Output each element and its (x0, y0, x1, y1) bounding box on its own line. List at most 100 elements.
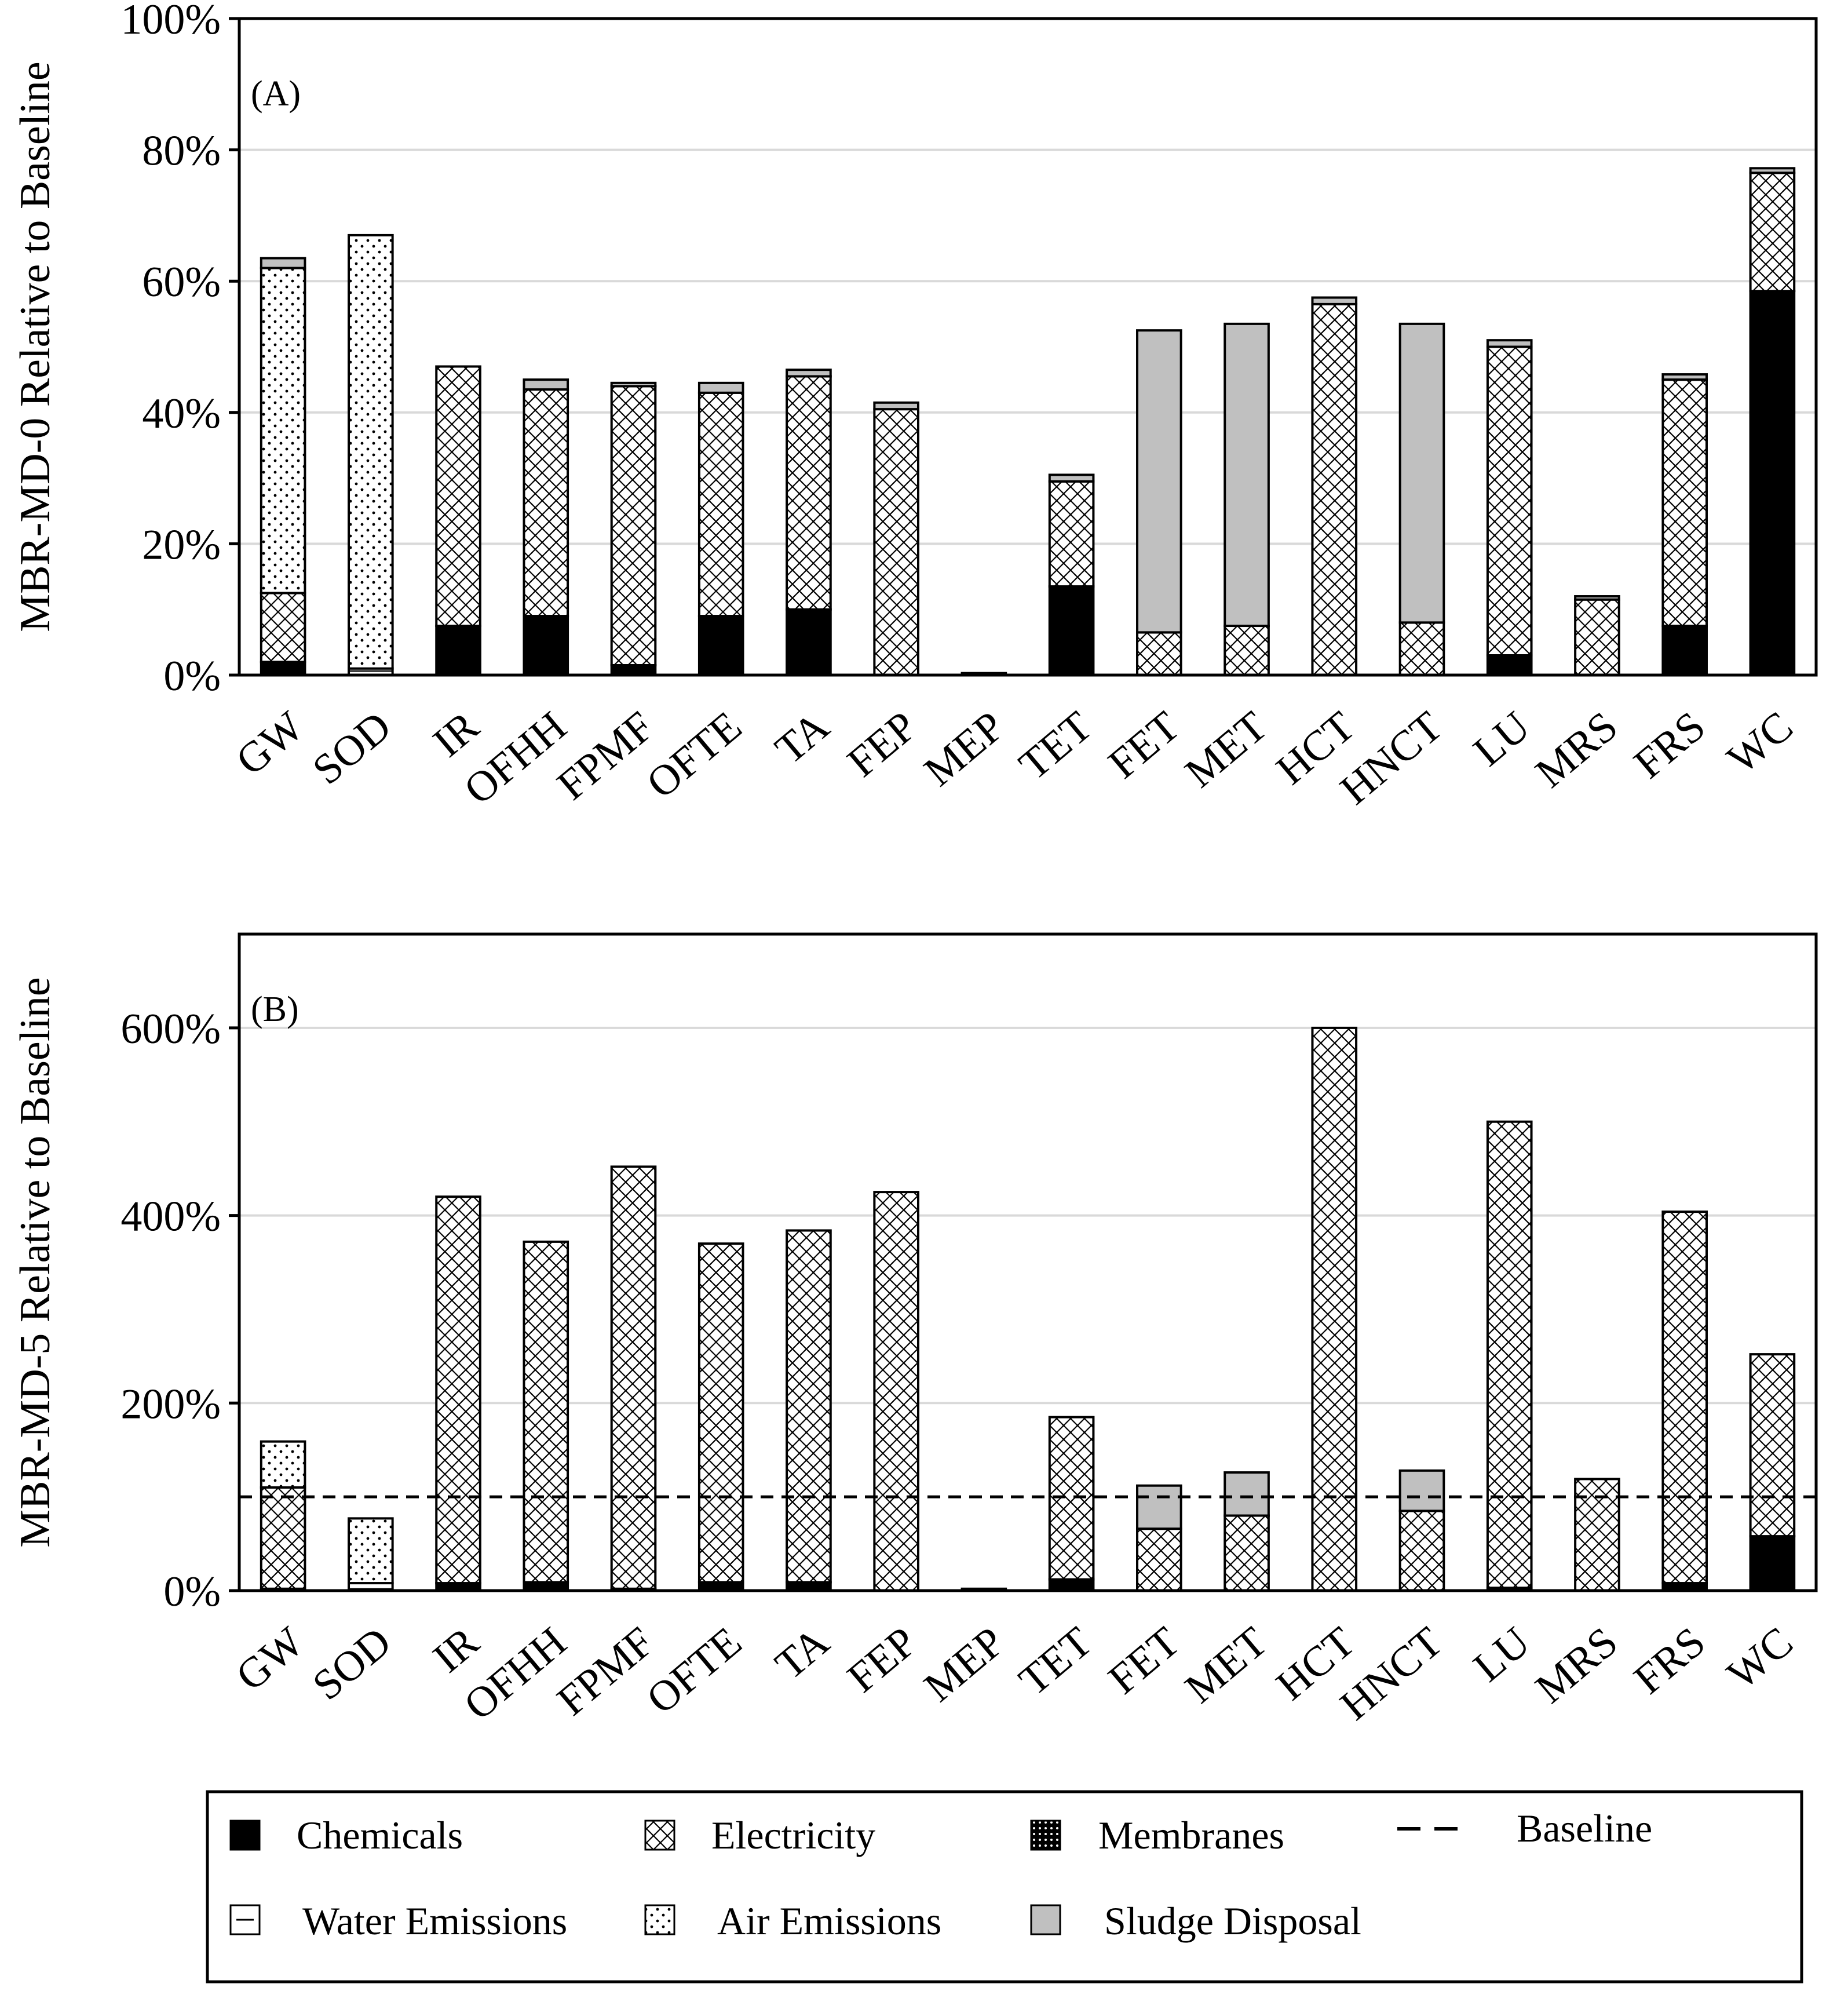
panel-a-segment-hnct-sludge-disposal (1398, 322, 1445, 624)
panel-b-segment-hnct-sludge-disposal (1398, 1469, 1445, 1512)
panel-a-xtick-label-ofhh: OFHH (455, 702, 575, 814)
legend-swatch-membranes (1030, 1820, 1061, 1851)
panel-a-segment-mrs-electricity (1574, 598, 1620, 676)
panel-a-segment-gw-sludge-disposal (260, 257, 306, 269)
panel-a-segment-lu-chemicals (1486, 654, 1533, 677)
panel-a-segment-ir-electricity (435, 365, 481, 628)
panel-a-segment-hct-electricity (1311, 302, 1358, 676)
panel-a-xtick-label-fep: FEP (839, 702, 926, 786)
panel-b-bar-sod (348, 1517, 394, 1592)
panel-a-segment-sod-air-emissions (348, 234, 394, 670)
legend-label-water-emissions: Water Emissions (302, 1899, 567, 1943)
panel-b-ytick-label-0: 0% (163, 1568, 221, 1616)
panel-b-segment-lu-electricity (1486, 1120, 1533, 1589)
panel-b-ytick-label-1: 200% (120, 1380, 221, 1428)
panel-a-segment-ta-chemicals (786, 608, 832, 676)
panel-b-segment-fep-electricity (873, 1191, 919, 1592)
panel-a-xtick-label-fet: FET (1100, 702, 1188, 787)
panel-b-segment-met-sludge-disposal (1224, 1471, 1270, 1517)
panel-a-xtick-label-ofte: OFTE (638, 702, 750, 808)
legend-label-air-emissions: Air Emissions (717, 1899, 941, 1943)
panel-b-xtick-label-hnct: HNCT (1331, 1618, 1451, 1729)
panel-b-bar-ir (435, 1195, 481, 1592)
panel-b-xtick-label-fep: FEP (839, 1618, 926, 1702)
panel-a-segment-ofte-chemicals (697, 615, 744, 677)
panel-a-bar-mrs (1574, 595, 1620, 676)
panel-b-bar-wc (1749, 1353, 1796, 1592)
panel-b-xtick-label-sod: SOD (304, 1618, 400, 1709)
panel-b-segment-hct-electricity (1311, 1026, 1358, 1592)
panel-b-segment-sod-air-emissions (348, 1517, 394, 1585)
panel-b-segment-ofhh-electricity (523, 1240, 569, 1584)
panel-a-xtick-label-mep: MEP (915, 702, 1013, 796)
panel-a-xtick-label-met: MET (1177, 702, 1276, 797)
panel-a-segment-lu-electricity (1486, 345, 1533, 657)
panel-a-xtick-label-ta: TA (766, 702, 838, 773)
panel-a-segment-fpmf-sludge-disposal (610, 381, 657, 388)
panel-a-label: (A) (251, 74, 301, 114)
panel-b-xtick-label-fet: FET (1100, 1618, 1188, 1703)
panel-b-bar-met (1224, 1471, 1270, 1592)
panel-a-segment-fpmf-chemicals (610, 664, 657, 677)
panel-a-segment-ofhh-electricity (523, 388, 569, 618)
panel-a-bar-frs (1661, 373, 1708, 677)
panel-b-xtick-label-ofte: OFTE (638, 1618, 750, 1723)
panel-a-bar-ta (786, 369, 832, 676)
panel-a-xtick-label-sod: SOD (304, 702, 400, 794)
panel-b-xtick-label-fpmf: FPMF (549, 1618, 663, 1724)
panel-b-xtick-label-wc: WC (1718, 1618, 1802, 1698)
panel-a-xtick-label-fpmf: FPMF (549, 702, 663, 809)
panel-a-segment-wc-sludge-disposal (1749, 167, 1796, 174)
panel-b-gridlines (239, 1026, 1816, 1405)
panel-a-xtick-label-frs: FRS (1626, 702, 1715, 787)
legend-label-baseline: Baseline (1517, 1806, 1652, 1850)
panel-a-xtick-label-mrs: MRS (1526, 702, 1626, 797)
panel-a-ytick-label-3: 60% (142, 258, 221, 306)
panel-a-ytick-label-2: 40% (142, 390, 221, 437)
panel-a-segment-wc-electricity (1749, 172, 1796, 293)
panel-a-segment-hnct-electricity (1398, 621, 1445, 676)
panel-a-bar-met (1224, 322, 1270, 677)
panel-b-bar-gw (260, 1440, 306, 1592)
panel-b-segment-gw-air-emissions (260, 1440, 306, 1489)
panel-a-bar-lu (1486, 339, 1533, 677)
panel-b-ytick-label-2: 400% (120, 1193, 221, 1241)
panel-a-bar-sod (348, 234, 394, 677)
panel-a-segment-met-electricity (1224, 625, 1270, 677)
panel-a-ytick-label-4: 80% (142, 127, 221, 175)
panel-a-bar-fet (1136, 329, 1182, 676)
panel-a-xtick-label-wc: WC (1718, 702, 1802, 783)
panel-a-ytick-label-5: 100% (120, 0, 221, 43)
panel-a-xtick-label-gw: GW (227, 702, 312, 785)
panel-b-segment-hnct-electricity (1398, 1510, 1445, 1592)
panel-b-bar-fep (873, 1191, 919, 1592)
legend-label-electricity: Electricity (711, 1813, 875, 1857)
panel-b-bar-ta (786, 1229, 832, 1592)
panel-a-xtick-label-lu: LU (1464, 702, 1539, 775)
panel-b-segment-ofte-electricity (697, 1242, 744, 1584)
panel-b-bar-ofte (697, 1242, 744, 1592)
panel-a-segment-fpmf-electricity (610, 385, 657, 667)
panel-a-bar-hct (1311, 296, 1358, 676)
panel-a-bar-ir (435, 365, 481, 677)
panel-a-segment-ofte-electricity (697, 391, 744, 618)
panel-a-segment-lu-sludge-disposal (1486, 339, 1533, 348)
legend-swatch-electricity (644, 1820, 675, 1851)
panel-b-bar-frs (1661, 1211, 1708, 1592)
panel-b-xtick-label-met: MET (1177, 1618, 1276, 1712)
panel-b-y-axis-title: MBR-MD-5 Relative to Baseline (12, 977, 59, 1547)
panel-a-ytick-label-1: 20% (142, 521, 221, 568)
panel-b-segment-gw-electricity (260, 1486, 306, 1590)
panel-a-plot-frame (238, 17, 1818, 677)
panel-b-segment-frs-electricity (1661, 1211, 1708, 1585)
panel-b-xtick-label-mrs: MRS (1526, 1618, 1626, 1712)
panel-a-bar-tet (1048, 473, 1095, 676)
panel-b-segment-ta-electricity (786, 1229, 832, 1584)
panel-a-segment-fep-sludge-disposal (873, 401, 919, 411)
panel-a-segment-frs-sludge-disposal (1661, 373, 1708, 381)
panel-b-xtick-label-gw: GW (227, 1618, 312, 1700)
panel-a-segment-fet-sludge-disposal (1136, 329, 1182, 634)
panel-a-bar-wc (1749, 167, 1796, 676)
